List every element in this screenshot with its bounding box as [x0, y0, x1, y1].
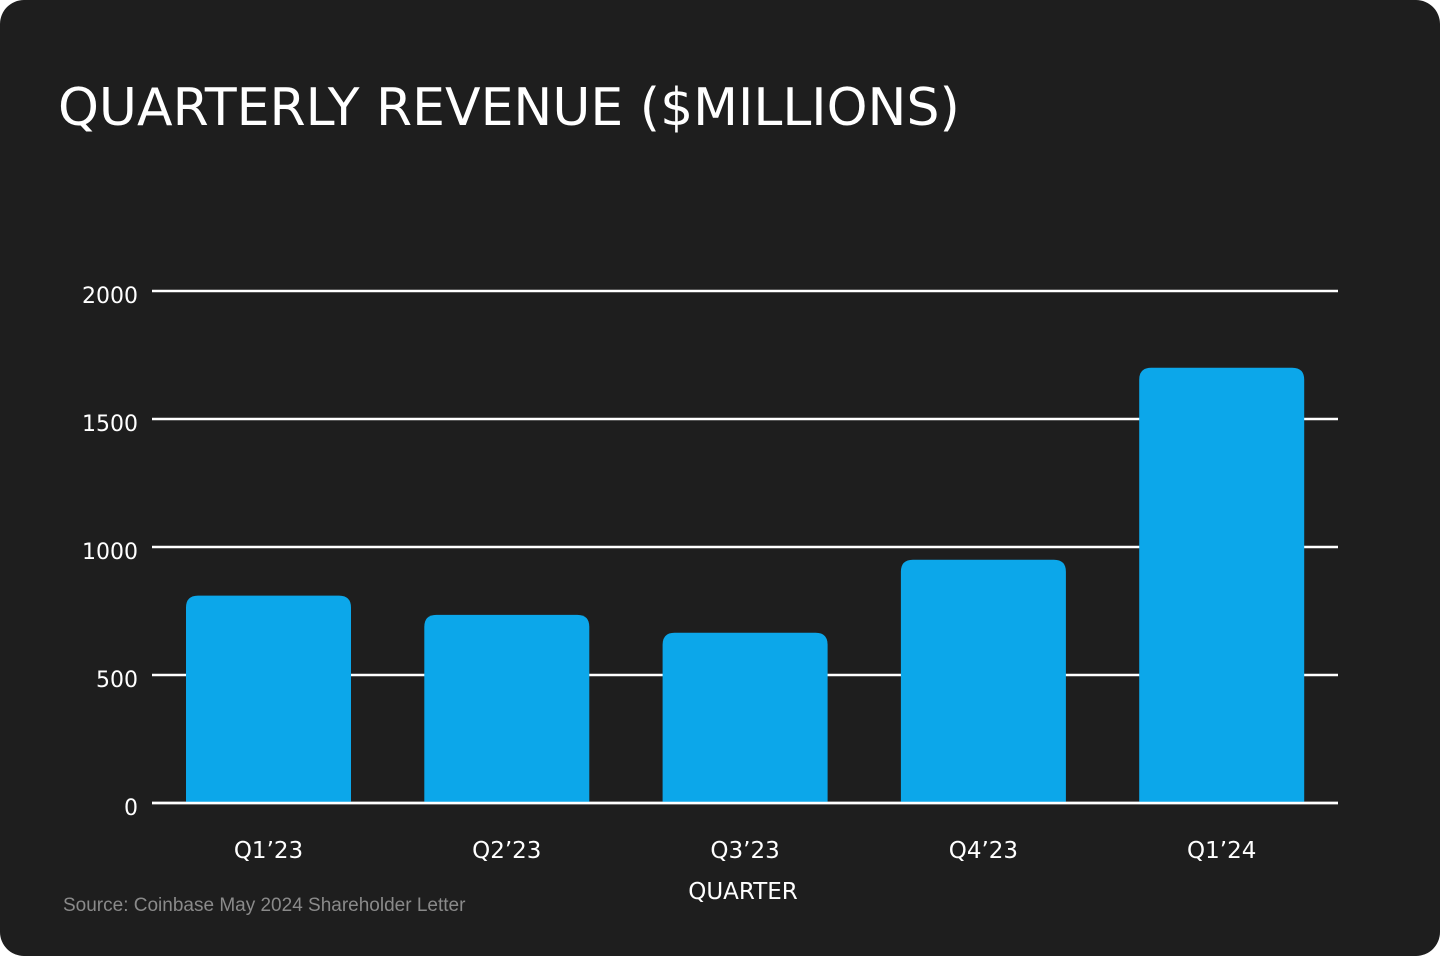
x-axis-label: QUARTER	[688, 879, 798, 905]
source-note: Source: Coinbase May 2024 Shareholder Le…	[63, 895, 466, 916]
x-tick-label: Q2’23	[472, 838, 541, 864]
y-tick-label: 500	[96, 668, 138, 693]
y-tick-label: 2000	[82, 284, 138, 309]
bar	[900, 559, 1066, 803]
x-tick-label: Q4’23	[949, 838, 1018, 864]
bar	[186, 595, 351, 803]
bar	[424, 614, 590, 803]
y-tick-label: 1500	[82, 412, 138, 437]
y-tick-label: 1000	[82, 540, 138, 565]
y-tick-label: 0	[124, 796, 138, 821]
x-tick-label: Q3’23	[710, 838, 779, 864]
x-tick-label: Q1’23	[234, 838, 303, 864]
bar	[1139, 367, 1305, 803]
bar	[662, 632, 828, 803]
x-tick-label: Q1’24	[1187, 838, 1256, 864]
chart-title: QUARTERLY REVENUE ($MILLIONS)	[58, 78, 960, 138]
